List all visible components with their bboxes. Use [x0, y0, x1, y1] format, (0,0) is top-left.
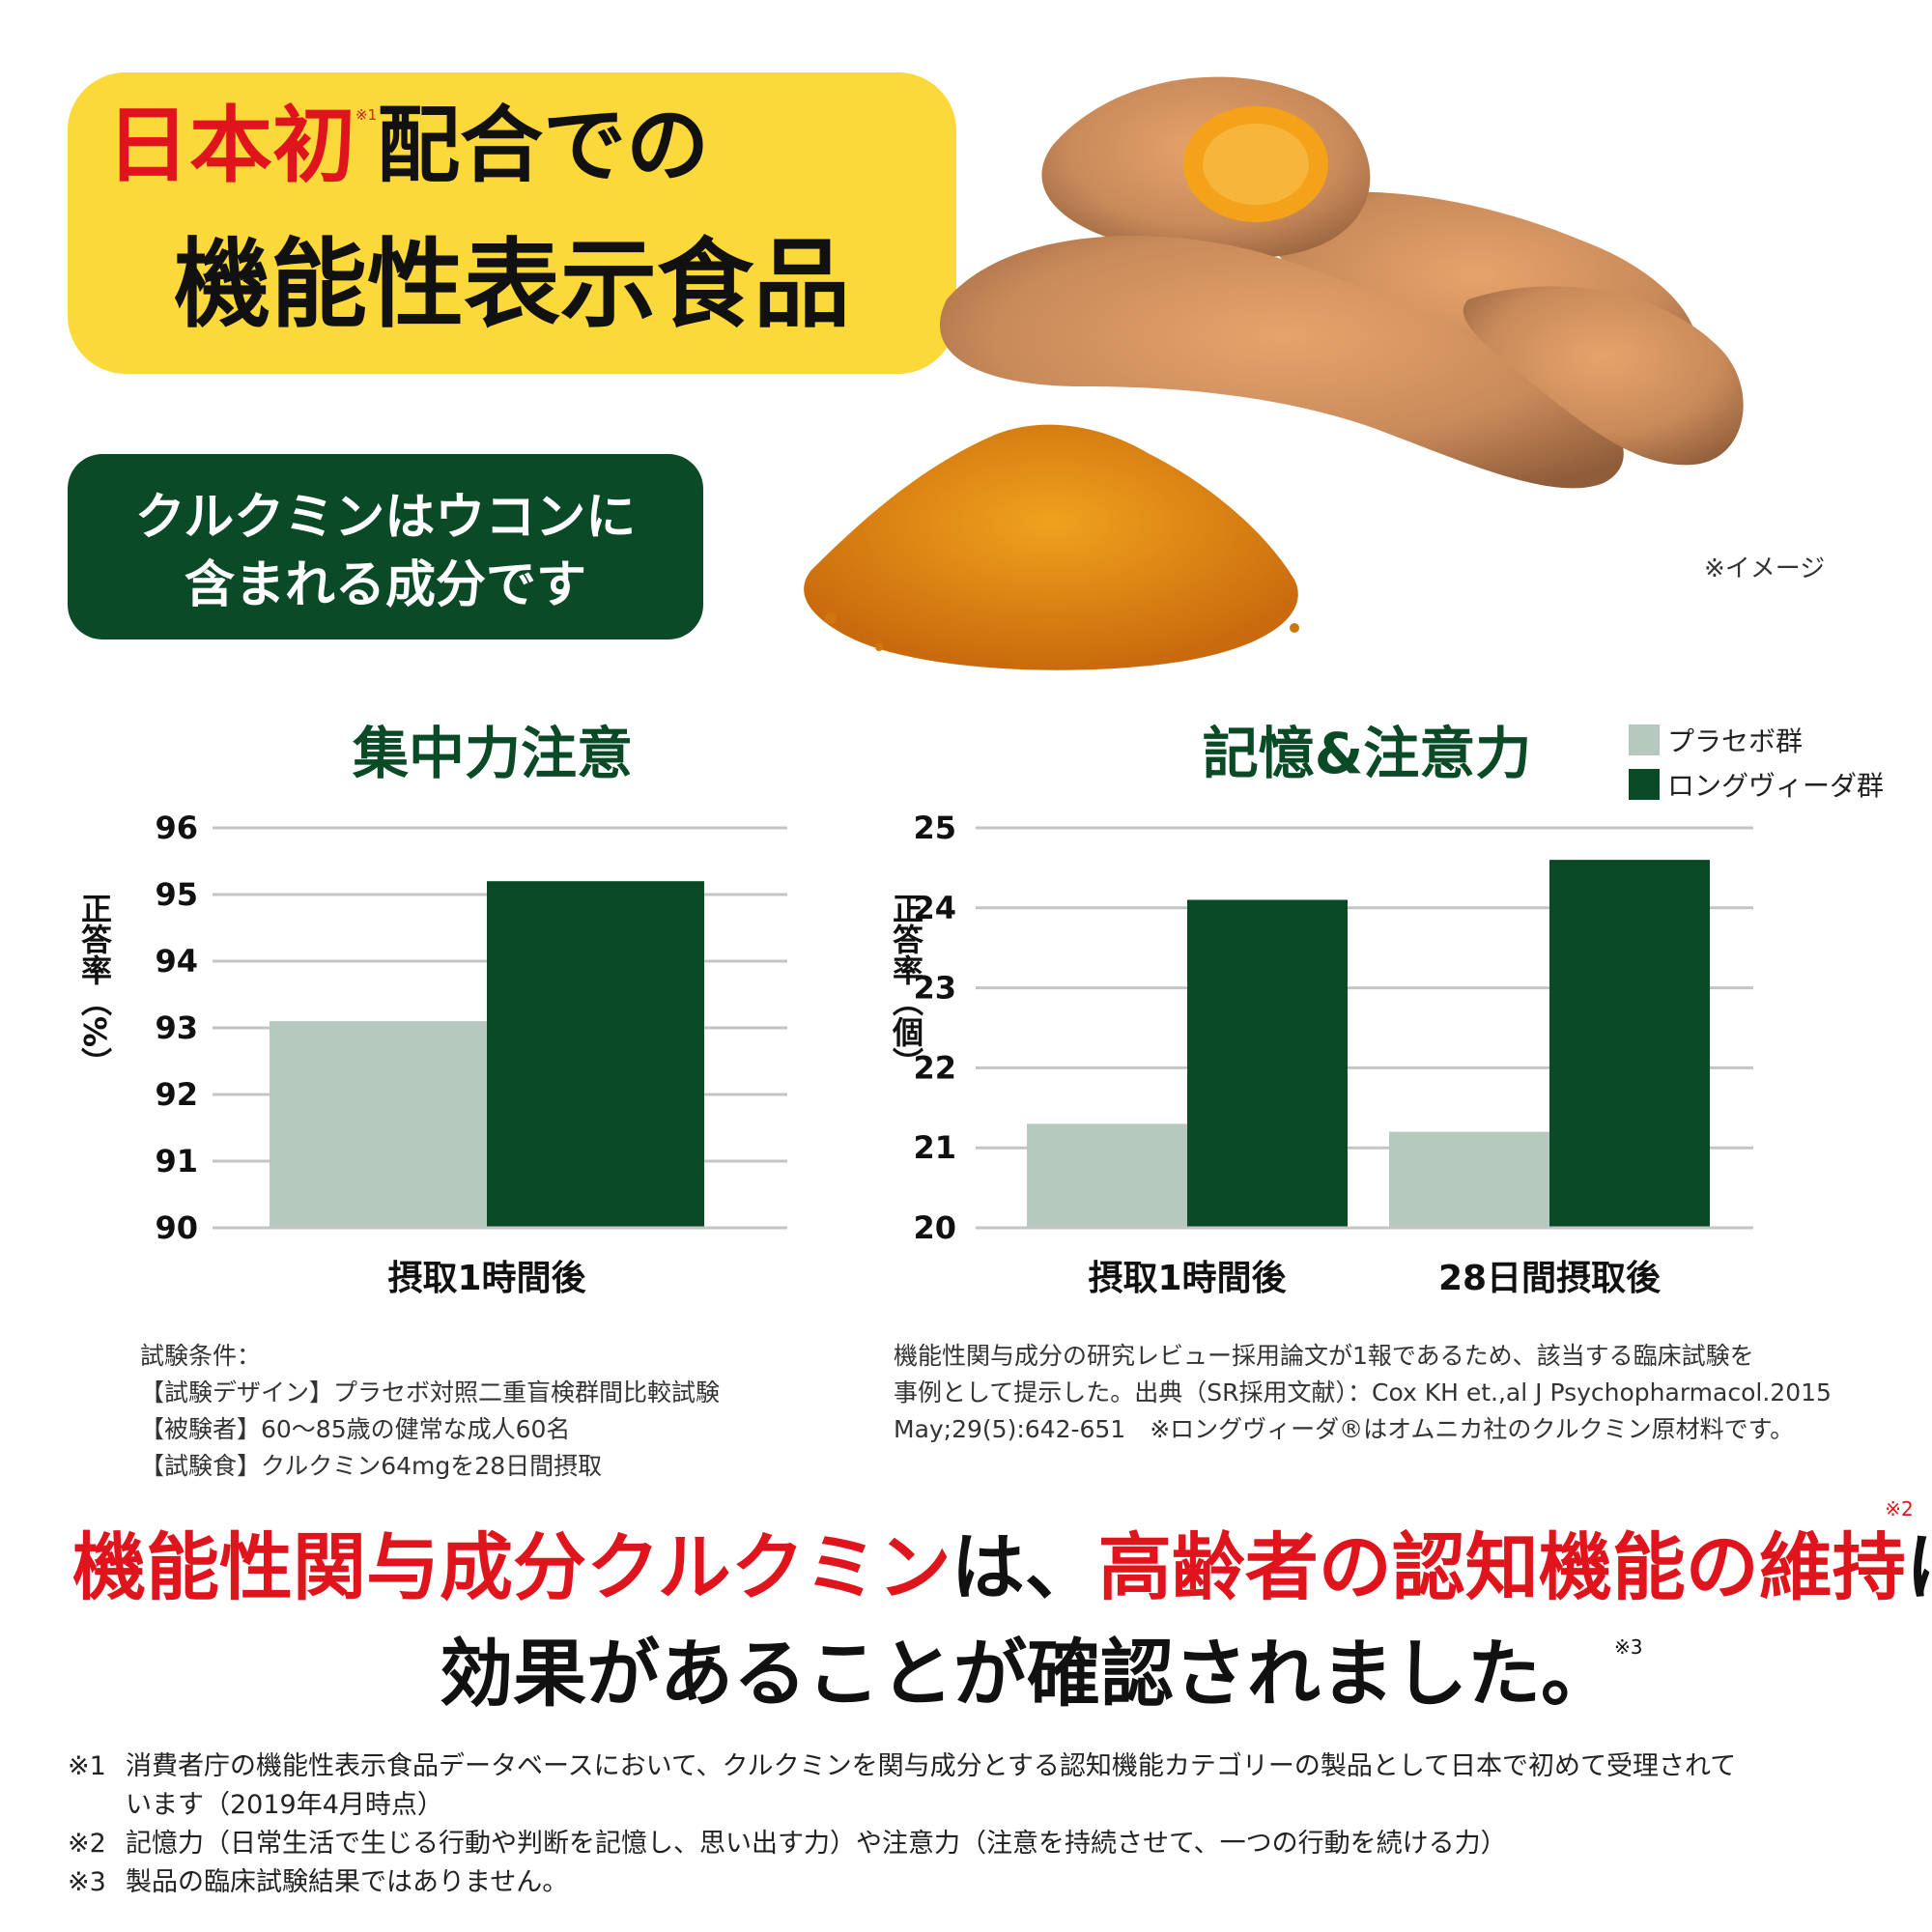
y-tick-label: 22 [913, 1049, 956, 1086]
bar-placebo [1027, 1123, 1187, 1228]
conclusion-red-2: 高齢者の認知機能の維持 ※2 [1097, 1497, 1914, 1610]
trial-note-line: 【試験食】クルクミン64mgを28日間摂取 [140, 1452, 603, 1480]
y-tick-label: 21 [913, 1129, 956, 1166]
footnote-1-cont: います（2019年4月時点） [126, 1790, 443, 1820]
bar-longvida [1187, 899, 1348, 1228]
source-note-line: 事例として提示した。出典（SR採用文献）：Cox KH et.,al J Psy… [894, 1378, 1832, 1406]
conclusion-line-2: 効果があることが確認されました。※3 [440, 1637, 1642, 1711]
headline-badge [68, 72, 956, 374]
chart-concentration: 集中力注意 90 91 92 93 94 95 96 摂取1時間後 正答率（%） [76, 721, 787, 1298]
footnote-2: ※2 記憶力（日常生活で生じる行動や判断を記憶し、思い出す力）や注意力（注意を持続… [68, 1822, 1507, 1860]
y-tick-label: 92 [155, 1076, 198, 1113]
footnote-mark: ※2 [68, 1829, 106, 1859]
y-tick-label: 94 [155, 943, 198, 980]
y-tick-label: 91 [155, 1143, 198, 1179]
headline-line-2: 機能性表示食品 [174, 228, 850, 341]
chart-title: 集中力注意 [352, 721, 633, 786]
y-tick-label: 24 [913, 890, 956, 926]
bar-longvida [1549, 860, 1710, 1228]
trial-conditions: 試験条件： 【試験デザイン】プラセボ対照二重盲検群間比較試験 【被験者】60～8… [140, 1338, 720, 1485]
bar-longvida [487, 881, 704, 1228]
chart-memory-attention: 記憶&注意力 20 21 22 23 24 25 摂取1時間後 28日間摂取後 正答率（個） [888, 721, 1753, 1298]
footnote-text: 製品の臨床試験結果ではありません。 [126, 1867, 569, 1897]
headline-red: 日本初 [106, 98, 355, 194]
footnote-text: 記憶力（日常生活で生じる行動や判断を記憶し、思い出す力）や注意力（注意を持続させ… [126, 1829, 1507, 1859]
headline-mark: ※1 [355, 106, 378, 124]
y-tick-label: 25 [913, 810, 956, 846]
legend-swatch-placebo [1629, 724, 1660, 755]
image-note: ※イメージ [1704, 554, 1826, 583]
footnote-3: ※3 製品の臨床試験結果ではありません。 [68, 1861, 568, 1898]
badge-line-1: クルクミンはウコンに [134, 489, 637, 547]
y-tick-label: 23 [913, 970, 956, 1007]
conclusion-red-1: 機能性関与成分クルクミン [72, 1524, 952, 1610]
footnote-mark: ※3 [68, 1867, 106, 1897]
badge-line-2: 含まれる成分です [184, 556, 586, 614]
conclusion-mark-3: ※3 [1614, 1635, 1643, 1659]
headline-line-1: 日本初※1配合での [106, 104, 709, 187]
curcumin-badge: クルクミンはウコンに 含まれる成分です [68, 454, 703, 639]
y-tick-label: 96 [155, 810, 198, 846]
bar-placebo [270, 1021, 487, 1228]
conclusion-line-1: 機能性関与成分クルクミンは、高齢者の認知機能の維持※2に [72, 1499, 1932, 1605]
conclusion-mark-2: ※2 [1885, 1497, 1914, 1520]
legend-label-longvida: ロングヴィーダ群 [1667, 770, 1885, 802]
legend-item-longvida: ロングヴィーダ群 [1629, 765, 1884, 804]
trial-note-line: 【試験デザイン】プラセボ対照二重盲検群間比較試験 [140, 1378, 721, 1406]
source-note-line: May;29(5):642-651 ※ロングヴィーダ®はオムニカ社のクルクミン原… [894, 1415, 1795, 1443]
turmeric-image [804, 76, 1744, 670]
conclusion-text-2: に [1906, 1524, 1932, 1610]
y-axis-label: 正答率（%） [76, 893, 113, 1078]
legend-label-placebo: プラセボ群 [1667, 725, 1804, 757]
charts-canvas: 集中力注意 90 91 92 93 94 95 96 摂取1時間後 正答率（%） 記憶&注意力 20… [76, 721, 1753, 1298]
footnote-text: 消費者庁の機能性表示食品データベースにおいて、クルクミンを関与成分とする認知機能… [126, 1751, 1737, 1781]
source-note: 機能性関与成分の研究レビュー採用論文が1報であるため、該当する臨床試験を 事例と… [894, 1338, 1832, 1448]
y-tick-label: 90 [155, 1209, 198, 1246]
y-tick-label: 93 [155, 1009, 198, 1046]
bar-placebo [1389, 1131, 1549, 1228]
footnote-mark: ※1 [68, 1751, 106, 1781]
conclusion-line-2-text: 効果があることが確認されました。 [440, 1631, 1614, 1717]
legend-item-placebo: プラセボ群 [1629, 721, 1803, 759]
x-category-label: 摂取1時間後 [387, 1259, 586, 1298]
chart-title: 記憶&注意力 [1203, 721, 1532, 786]
headline-rest: 配合での [377, 98, 710, 194]
trial-note-line: 【被験者】60～85歳の健常な成人60名 [140, 1415, 571, 1443]
footnote-1: ※1 消費者庁の機能性表示食品データベースにおいて、クルクミンを関与成分とする認知… [68, 1745, 1736, 1782]
conclusion-text-1: は、 [951, 1524, 1098, 1610]
x-category-label: 摂取1時間後 [1088, 1259, 1287, 1298]
y-tick-label: 20 [913, 1209, 956, 1246]
legend-swatch-longvida [1629, 769, 1660, 800]
source-note-line: 機能性関与成分の研究レビュー採用論文が1報であるため、該当する臨床試験を [894, 1342, 1754, 1370]
trial-note-line: 試験条件： [140, 1342, 262, 1370]
y-tick-label: 95 [155, 876, 198, 913]
y-axis-label: 正答率（個） [888, 893, 924, 1078]
x-category-label: 28日間摂取後 [1438, 1259, 1662, 1298]
